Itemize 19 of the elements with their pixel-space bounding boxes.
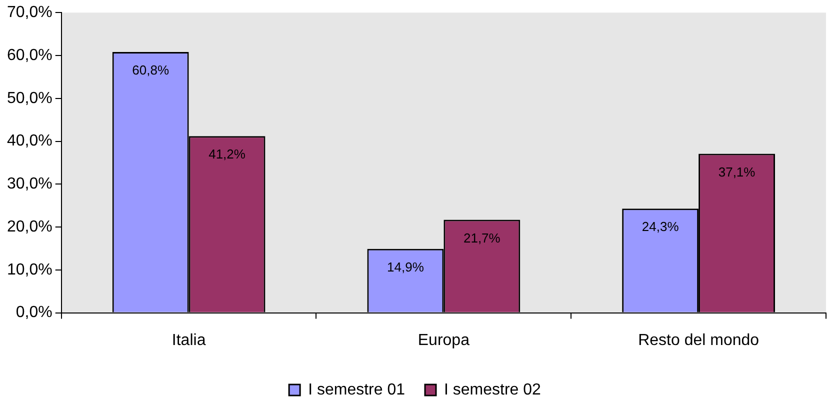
- y-tick-label: 20,0%: [6, 218, 52, 236]
- y-tick-label: 0,0%: [16, 304, 52, 322]
- y-tick-label: 50,0%: [6, 90, 52, 107]
- data-label: 60,8%: [132, 62, 170, 78]
- data-label: 41,2%: [208, 146, 246, 162]
- legend-label: I semestre 02: [444, 381, 542, 398]
- y-tick-label: 30,0%: [6, 176, 52, 193]
- x-tick-label: Italia: [172, 332, 206, 349]
- y-tick-label: 40,0%: [6, 132, 52, 150]
- data-label: 24,3%: [642, 219, 680, 234]
- data-label: 37,1%: [718, 164, 756, 180]
- y-tick-label: 10,0%: [6, 261, 52, 278]
- y-tick-label: 60,0%: [6, 46, 52, 64]
- x-tick-label: Europa: [418, 332, 470, 349]
- y-tick-label: 70,0%: [6, 4, 52, 22]
- x-tick-label: Resto del mondo: [638, 332, 760, 349]
- legend-label: I semestre 01: [308, 381, 406, 398]
- data-label: 21,7%: [463, 230, 501, 246]
- data-label: 14,9%: [387, 259, 424, 274]
